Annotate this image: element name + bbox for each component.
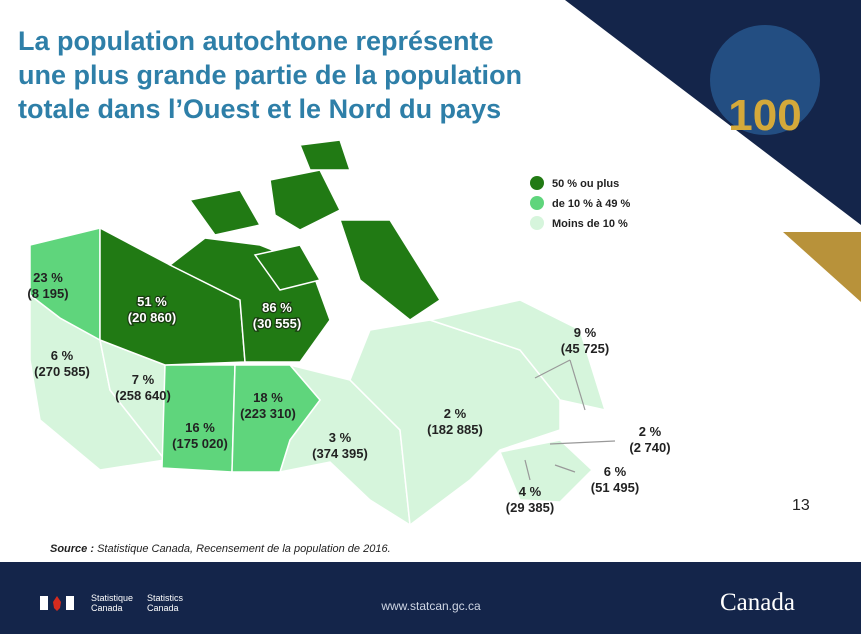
region-mb [231,364,321,473]
region-percent: 9 % [574,325,597,340]
fip-fr: Statistique [91,593,133,603]
region-count: (30 555) [253,316,301,331]
island [253,244,322,291]
legend: 50 % ou plus de 10 % à 49 % Moins de 10 % [530,176,630,230]
gold-triangle [783,232,861,302]
fip-en: Canada [147,603,179,613]
region-count: (20 860) [128,310,176,325]
legend-swatch [530,216,544,230]
banner-glow [710,25,820,135]
source-label: Source : [50,543,94,555]
legend-label: Moins de 10 % [552,218,628,230]
footer [0,562,861,634]
url: www.statcan.gc.ca [380,599,481,613]
region-percent: 3 % [329,430,352,445]
region-count: (223 310) [240,406,296,421]
region-percent: 51 % [137,294,167,309]
leader-line [524,459,531,481]
wordmark: Canada [720,589,795,616]
region-percent: 2 % [444,406,467,421]
region-count: (182 885) [427,422,483,437]
legend-swatch [530,196,544,210]
title-line: La population autochtone représente [18,26,494,56]
leader-line [554,464,576,473]
region-percent: 7 % [132,372,155,387]
leader-line [549,440,616,445]
banner-emblem: 100 [728,91,801,140]
region-count: (175 020) [172,436,228,451]
source-text: Statistique Canada, Recensement de la po… [97,543,391,555]
region-labels: 23 %(8 195)51 %(20 860)86 %(30 555)6 %(2… [27,270,670,515]
fip-en: Statistics [147,593,184,603]
region-count: (45 725) [561,341,609,356]
region-percent: 4 % [519,484,542,499]
region-sk [161,364,236,473]
leader-line [569,359,586,411]
region-percent: 6 % [604,464,627,479]
legend-label: 50 % ou plus [552,178,619,190]
region-percent: 86 % [262,300,292,315]
source: Source : Statistique Canada, Recensement… [50,543,391,555]
flag-bar [66,596,74,610]
region-count: (2 740) [629,440,670,455]
region-count: (374 395) [312,446,368,461]
region-nl [427,299,607,412]
maple-leaf [53,596,61,611]
island [269,169,342,231]
region-count: (270 585) [34,364,90,379]
region-maritimes [498,439,594,503]
title-line: une plus grande partie de la population [18,60,522,90]
region-yt [29,227,101,342]
island [298,139,352,171]
island [338,219,442,321]
map [29,139,607,527]
title-line: totale dans l’Ouest et le Nord du pays [18,94,501,124]
leader-lines [524,359,616,481]
region-count: (29 385) [506,500,554,515]
page-number: 13 [792,497,810,514]
region-percent: 23 % [33,270,63,285]
region-qc [349,319,561,527]
region-percent: 2 % [639,424,662,439]
legend-label: de 10 % à 49 % [552,198,630,210]
region-percent: 6 % [51,348,74,363]
flag-symbol [40,596,74,611]
region-count: (51 495) [591,480,639,495]
leader-line [534,359,571,379]
island [188,189,262,236]
region-count: (258 640) [115,388,171,403]
fip-fr: Canada [91,603,123,613]
region-count: (8 195) [27,286,68,301]
region-percent: 18 % [253,390,283,405]
flag-bar [40,596,48,610]
legend-swatch [530,176,544,190]
region-percent: 16 % [185,420,215,435]
